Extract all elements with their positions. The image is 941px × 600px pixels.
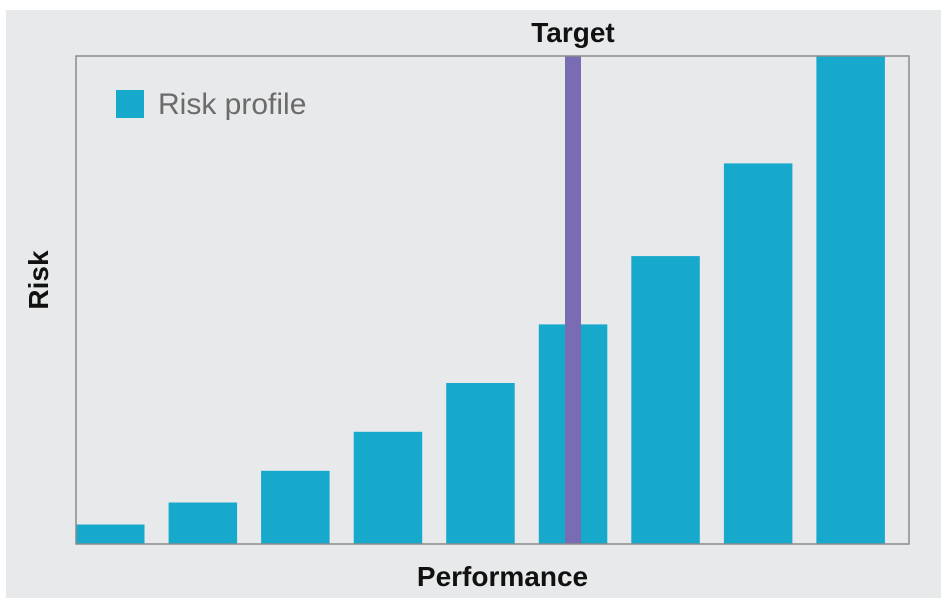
bar-chart: Target Risk profile Performance Risk bbox=[23, 17, 910, 592]
bars-layer bbox=[76, 56, 885, 544]
bar-5 bbox=[446, 383, 515, 544]
bar-7 bbox=[631, 256, 700, 544]
target-line bbox=[565, 56, 581, 544]
bar-4 bbox=[353, 431, 423, 544]
bar-9 bbox=[816, 56, 885, 544]
target-label: Target bbox=[531, 17, 615, 48]
plot-frame bbox=[75, 55, 910, 545]
x-axis-title: Performance bbox=[417, 561, 588, 592]
legend-label: Risk profile bbox=[158, 88, 306, 121]
bar-3 bbox=[261, 470, 330, 544]
y-axis-title: Risk bbox=[23, 250, 54, 310]
legend: Risk profile bbox=[116, 88, 306, 121]
bar-2 bbox=[168, 502, 238, 544]
bar-1 bbox=[76, 524, 145, 544]
legend-swatch bbox=[116, 90, 144, 118]
bar-8 bbox=[723, 163, 793, 544]
chart-figure: Target Risk profile Performance Risk bbox=[6, 10, 941, 598]
